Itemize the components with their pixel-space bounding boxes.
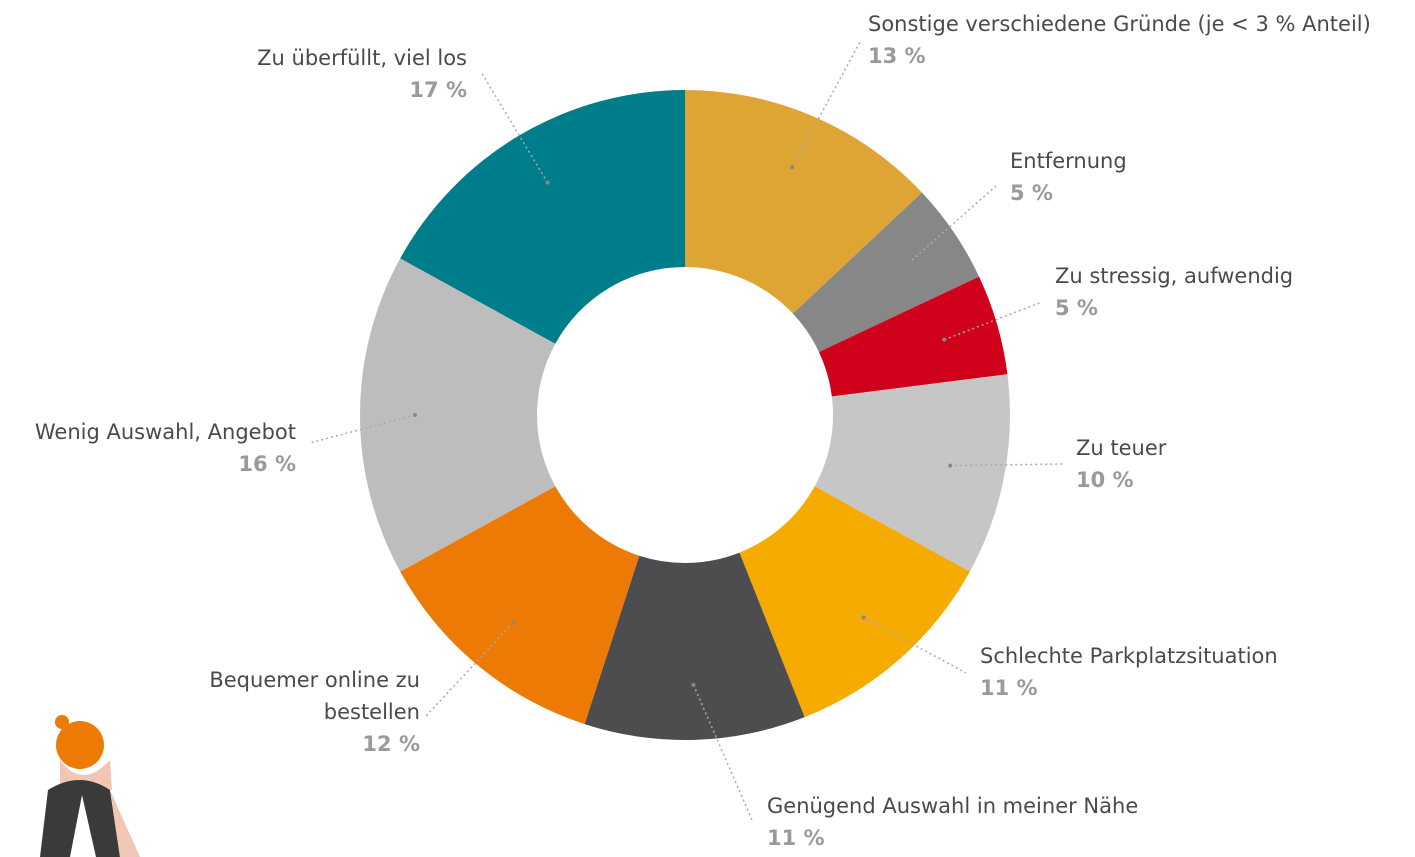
donut-segment: [584, 552, 805, 740]
leader-dot: [545, 180, 550, 185]
donut-segment: [400, 90, 685, 344]
value-label: 10 %: [1076, 468, 1134, 492]
leader-line: [309, 414, 416, 444]
category-label: Wenig Auswahl, Angebot: [34, 420, 296, 444]
leader-dot: [413, 413, 417, 417]
leader-dot: [942, 337, 947, 342]
value-label: 11 %: [767, 826, 825, 850]
segment-label: Bequemer online zu bestellen 12 %: [190, 664, 420, 760]
category-label: Sonstige verschiedene Gründe (je < 3 % A…: [868, 12, 1371, 36]
value-label: 13 %: [868, 44, 926, 68]
donut-segment: [359, 258, 556, 572]
leader-dot: [948, 463, 953, 468]
segment-label: Wenig Auswahl, Angebot 16 %: [35, 416, 296, 480]
category-label: Zu überfüllt, viel los: [257, 46, 467, 70]
value-label: 5 %: [1010, 181, 1053, 205]
leader-dot: [790, 165, 795, 170]
segment-label: Zu überfüllt, viel los 17 %: [257, 42, 467, 106]
category-label: Zu teuer: [1076, 436, 1167, 460]
leader-dot: [691, 682, 696, 687]
value-label: 16 %: [238, 452, 296, 476]
value-label: 17 %: [409, 78, 467, 102]
segment-label: Sonstige verschiedene Gründe (je < 3 % A…: [868, 8, 1371, 72]
value-label: 12 %: [362, 732, 420, 756]
donut-segment: [400, 486, 640, 725]
segment-label: Zu teuer 10 %: [1076, 432, 1166, 496]
leader-dot: [510, 621, 515, 626]
category-label: Zu stressig, aufwendig: [1055, 264, 1294, 288]
segment-label: Schlechte Parkplatzsituation 11 %: [980, 640, 1278, 704]
donut-segment: [685, 90, 922, 314]
category-label: Entfernung: [1010, 149, 1127, 173]
leader-dot: [861, 615, 866, 620]
leader-line: [480, 71, 549, 183]
donut-segment: [792, 192, 980, 352]
value-label: 5 %: [1055, 296, 1098, 320]
category-label: Genügend Auswahl in meiner Nähe: [767, 794, 1139, 818]
donut-segment: [739, 486, 970, 718]
donut-segment: [818, 276, 1008, 397]
donut-segment: [814, 374, 1010, 572]
segment-label: Entfernung 5 %: [1010, 145, 1127, 209]
leader-line: [950, 463, 1063, 467]
category-label: Bequemer online zu bestellen: [209, 668, 420, 724]
category-label: Schlechte Parkplatzsituation: [980, 644, 1278, 668]
leader-line: [791, 41, 861, 168]
segment-label: Zu stressig, aufwendig 5 %: [1055, 260, 1293, 324]
leader-line: [425, 622, 514, 717]
illustration: [40, 715, 140, 857]
segment-label: Genügend Auswahl in meiner Nähe 11 %: [767, 790, 1138, 854]
leader-dot: [906, 261, 911, 266]
value-label: 11 %: [980, 676, 1038, 700]
